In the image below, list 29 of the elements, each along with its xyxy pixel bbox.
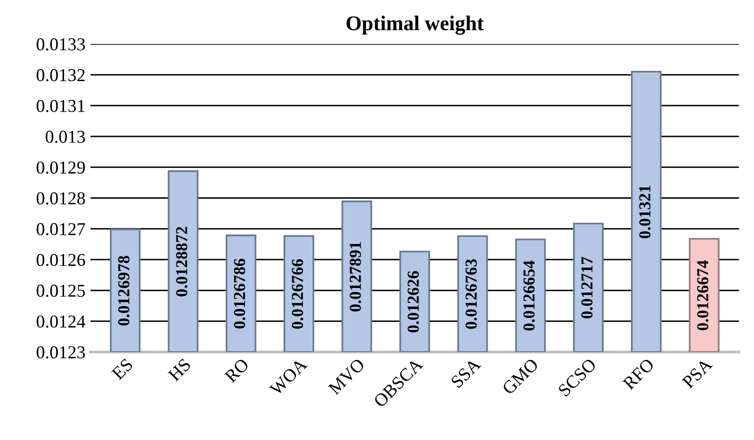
y-tick-label: 0.0128 (36, 192, 85, 205)
chart-title: Optimal weight (346, 16, 484, 35)
y-tick-label: 0.0126 (36, 254, 86, 266)
y-tick-label: 0.0131 (36, 100, 85, 112)
x-tick-label: PSA (682, 357, 714, 389)
data-label: 0.0126674 (697, 260, 708, 330)
y-tick-label: 0.0132 (36, 69, 85, 82)
data-label: 0.0126766 (292, 259, 304, 329)
y-tick-label: 0.0127 (36, 223, 86, 236)
x-tick-label: ES (111, 358, 134, 380)
data-label: 0.012626 (408, 271, 419, 332)
y-tick-label: 0.0123 (36, 346, 85, 359)
y-tick-label: 0.0129 (36, 161, 85, 174)
x-tick-label: SSA (450, 357, 482, 388)
y-tick-label: 0.0133 (36, 38, 85, 51)
data-label: 0.012717 (581, 256, 593, 318)
x-tick-label: RO (224, 358, 250, 384)
x-tick-label: HS (168, 358, 192, 382)
data-label: 0.0127891 (350, 242, 362, 312)
y-tick-label: 0.0124 (36, 315, 86, 328)
data-label: 0.0128872 (176, 226, 188, 296)
data-label: 0.0126978 (118, 256, 130, 326)
data-label: 0.0126763 (466, 259, 477, 329)
data-label: 0.01321 (639, 186, 651, 238)
data-label: 0.0126786 (234, 258, 246, 328)
y-tick-label: 0.013 (46, 130, 85, 143)
x-tick-label: RFO (622, 358, 655, 390)
y-tick-label: 0.0125 (36, 284, 85, 297)
data-label: 0.0126654 (523, 260, 535, 331)
